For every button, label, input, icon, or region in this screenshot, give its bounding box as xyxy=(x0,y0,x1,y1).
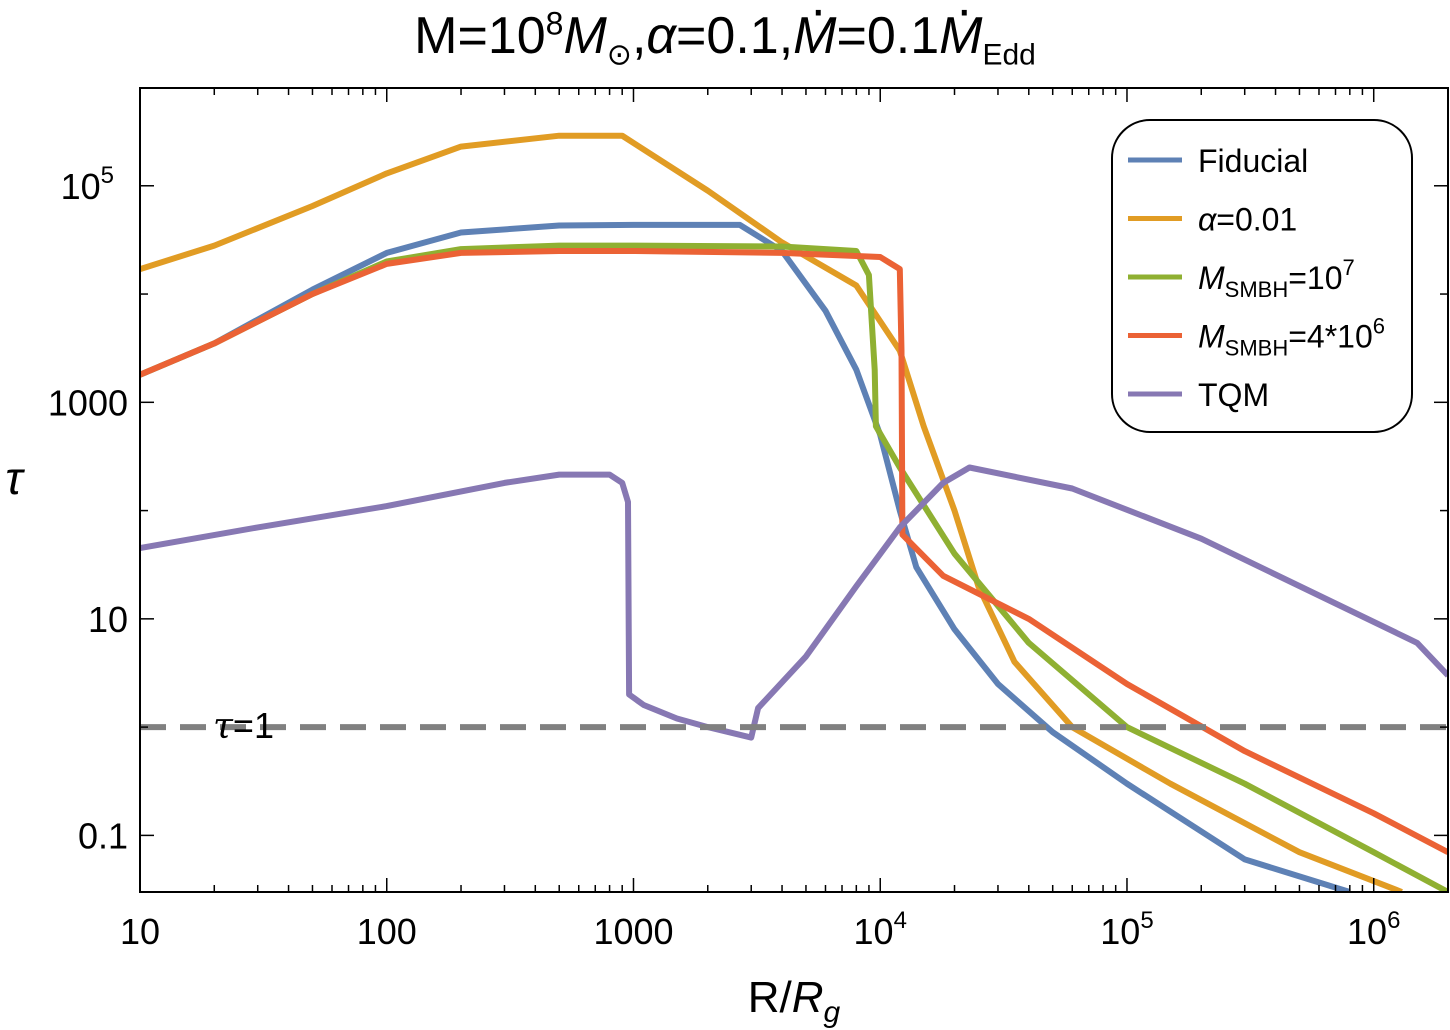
legend: Fiducial α=0.01 MSMBH=107 MSMBH=4*106 TQM xyxy=(1111,119,1413,433)
series-line-3 xyxy=(140,248,1448,855)
y-tick-label: 105 xyxy=(61,162,114,207)
legend-label-2: MSMBH=107 xyxy=(1198,255,1355,302)
y-axis-label: τ xyxy=(5,452,25,504)
x-tick-label: 1000 xyxy=(593,911,673,952)
legend-label-4: TQM xyxy=(1198,377,1269,413)
series-line-4 xyxy=(140,464,1448,741)
plot-frame xyxy=(139,87,1449,893)
legend-label-0: Fiducial xyxy=(1198,143,1308,179)
series-line-0 xyxy=(140,221,1351,892)
chart-title: M=108M⊙,α=0.1,M=0.1MEdd xyxy=(0,0,1450,70)
reference-line-label: τ=1 xyxy=(213,705,274,747)
legend-label-3: MSMBH=4*106 xyxy=(1198,314,1385,361)
legend-box xyxy=(1111,119,1413,433)
y-tick-label: 1000 xyxy=(48,382,128,423)
x-tick-label: 100 xyxy=(357,911,417,952)
x-tick-label: 105 xyxy=(1100,907,1153,952)
axis-ticks: 10 100 1000 104 105 106 0.1 10 1000 105 xyxy=(48,88,1449,952)
y-tick-label: 0.1 xyxy=(78,815,128,856)
x-axis-label: R/Rg xyxy=(748,973,841,1029)
x-tick-label: 106 xyxy=(1347,907,1400,952)
x-tick-label: 104 xyxy=(854,907,907,952)
x-tick-label: 10 xyxy=(120,911,160,952)
legend-label-1: α=0.01 xyxy=(1198,202,1297,238)
y-tick-label: 10 xyxy=(88,599,128,640)
